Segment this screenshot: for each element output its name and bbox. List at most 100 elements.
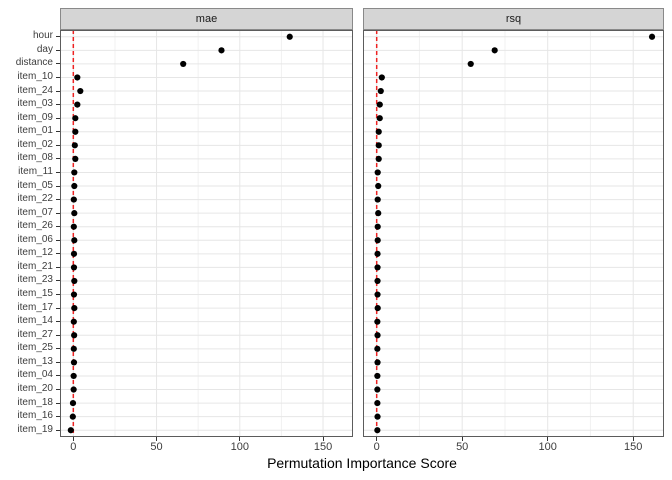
data-point	[286, 33, 293, 40]
data-point	[72, 128, 79, 135]
data-point	[375, 155, 382, 162]
y-axis-label: item_17	[17, 301, 53, 313]
data-point	[374, 318, 381, 325]
x-tick-label: 50	[150, 441, 163, 453]
data-point	[374, 345, 381, 352]
x-tick-mark	[461, 437, 463, 441]
data-point	[74, 101, 81, 108]
data-point	[374, 386, 381, 393]
y-axis-label: item_08	[17, 152, 53, 164]
y-axis-label: item_27	[17, 328, 53, 340]
data-point	[491, 47, 498, 54]
data-point	[374, 305, 381, 312]
data-point	[70, 223, 77, 230]
y-axis-label: item_02	[17, 138, 53, 150]
data-point	[71, 237, 78, 244]
data-point	[69, 399, 77, 407]
x-tick-label: 100	[538, 441, 557, 453]
data-point	[71, 169, 78, 176]
y-axis-label: item_09	[17, 111, 53, 123]
x-tick-label: 150	[624, 441, 643, 453]
y-axis-label: item_11	[18, 165, 53, 177]
y-axis-label: item_19	[17, 423, 53, 435]
y-axis-label: item_13	[17, 355, 53, 367]
data-point	[70, 196, 77, 203]
y-axis-label: item_23	[17, 274, 53, 286]
y-axis-label: item_15	[17, 288, 53, 300]
data-point	[218, 47, 225, 54]
y-axis-label: item_26	[17, 220, 53, 232]
data-point	[77, 87, 84, 95]
facet-strip-mae-title: mae	[195, 13, 218, 25]
data-point	[376, 101, 383, 108]
y-axis-label: day	[36, 43, 53, 55]
data-point	[70, 345, 77, 352]
x-tick-label: 0	[373, 441, 380, 453]
data-point	[70, 250, 78, 257]
data-point	[374, 264, 381, 271]
data-point	[71, 305, 78, 312]
data-point	[374, 399, 381, 407]
data-point	[374, 359, 381, 366]
data-point	[374, 223, 381, 230]
data-point	[374, 332, 381, 339]
y-axis-label: item_16	[17, 410, 53, 422]
facet-strip-rsq-title: rsq	[505, 13, 522, 25]
y-axis-label: hour	[32, 30, 53, 42]
data-point	[374, 427, 381, 434]
x-tick-mark	[239, 437, 241, 441]
data-point	[70, 359, 78, 366]
x-tick-label: 150	[313, 441, 333, 453]
y-axis-label: item_05	[17, 179, 53, 191]
data-point	[374, 413, 381, 420]
data-point	[376, 115, 383, 122]
data-point	[180, 60, 187, 68]
y-axis-label: item_04	[17, 369, 53, 381]
y-axis-label: item_06	[17, 233, 53, 245]
data-point	[69, 413, 76, 420]
data-point	[377, 87, 384, 95]
x-axis-title: Permutation Importance Score	[267, 455, 457, 471]
data-point	[72, 155, 79, 162]
y-axis-label: item_14	[17, 315, 53, 327]
x-tick-mark	[156, 437, 158, 441]
y-axis-label: item_24	[17, 84, 53, 96]
y-axis-label: item_18	[17, 396, 53, 408]
data-point	[74, 74, 81, 81]
data-point	[374, 237, 381, 244]
data-point	[71, 142, 78, 149]
data-point	[648, 33, 656, 40]
data-point	[67, 427, 74, 434]
facet-panel-mae	[60, 30, 353, 437]
data-point	[374, 169, 381, 176]
y-axis-label: item_07	[17, 206, 53, 218]
data-point	[70, 372, 77, 380]
x-tick-label: 100	[230, 441, 249, 453]
x-tick-mark	[72, 437, 74, 441]
x-tick-mark	[322, 437, 324, 441]
data-point	[374, 250, 381, 257]
y-axis-label: item_12	[17, 247, 53, 259]
x-tick-label: 50	[456, 441, 469, 453]
y-axis-label: item_21	[17, 260, 53, 272]
x-tick-mark	[632, 437, 634, 441]
y-axis-label: item_20	[17, 383, 53, 395]
data-point	[70, 386, 77, 393]
data-point	[72, 115, 79, 122]
data-point	[375, 142, 382, 149]
data-point	[374, 196, 381, 203]
data-point	[71, 182, 78, 190]
x-tick-mark	[376, 437, 378, 441]
data-point	[374, 372, 381, 380]
y-axis-label: item_22	[17, 193, 53, 205]
x-tick-label: 0	[70, 441, 77, 453]
y-axis-label: item_25	[17, 342, 53, 354]
y-axis-label: item_03	[17, 98, 53, 110]
data-point	[467, 60, 474, 68]
data-point	[374, 291, 381, 298]
y-axis-label: item_01	[17, 125, 53, 137]
data-point	[71, 332, 78, 339]
data-point	[375, 210, 382, 217]
x-tick-mark	[547, 437, 549, 441]
data-point	[71, 210, 78, 217]
